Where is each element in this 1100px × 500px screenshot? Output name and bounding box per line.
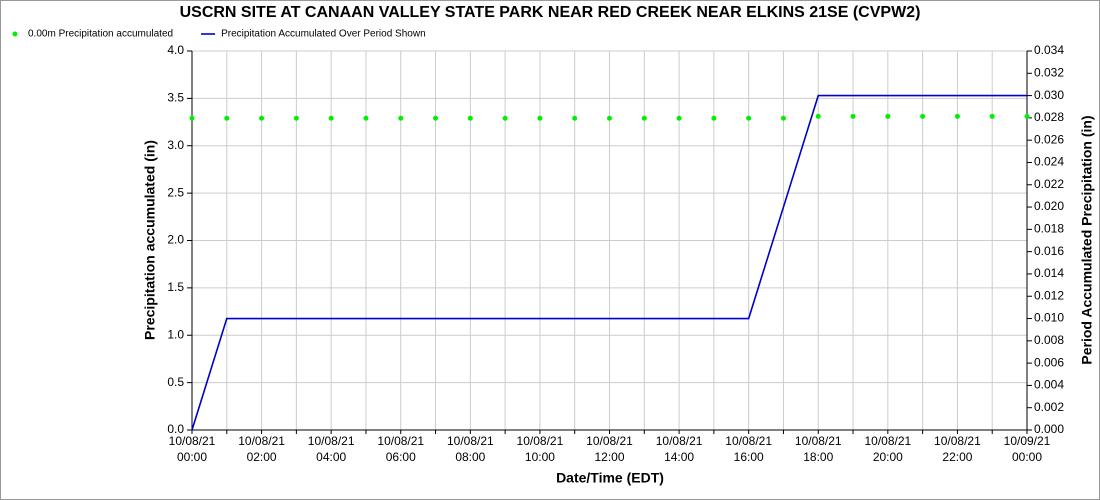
y2-axis-title: Period Accumulated Precipitation (in) [1079,115,1095,364]
data-point [328,115,334,121]
y2-tick-label: 0.006 [1034,355,1064,369]
x-tick-label: 10/08/21 10:00 [517,434,564,464]
y2-tick-label: 0.014 [1034,266,1064,280]
data-point [746,115,752,121]
data-point [293,115,299,121]
y2-tick-label: 0.024 [1034,155,1064,169]
y2-tick-label: 0.034 [1034,43,1064,57]
y2-tick-label: 0.008 [1034,333,1064,347]
legend-marker [12,31,18,37]
y2-tick-label: 0.004 [1034,378,1064,392]
y2-tick-label: 0.012 [1034,288,1064,302]
y2-tick-label: 0.020 [1034,199,1064,213]
y2-tick-label: 0.022 [1034,177,1064,191]
data-point [259,115,265,121]
data-point [502,115,508,121]
x-tick-label: 10/08/21 00:00 [169,434,216,464]
data-point [607,115,612,121]
y-axis-title: Precipitation accumulated (in) [142,140,158,340]
y-tick-label: 4.0 [167,43,184,57]
data-point [398,115,404,121]
data-point [641,115,647,121]
data-point [572,115,578,121]
chart-title: USCRN SITE AT CANAAN VALLEY STATE PARK N… [180,4,921,21]
data-point [1024,113,1030,119]
data-point [780,115,786,121]
y2-tick-label: 0.032 [1034,65,1064,79]
data-point [711,115,717,121]
x-tick-label: 10/08/21 12:00 [586,434,633,464]
y-tick-label: 3.5 [167,91,184,105]
y-tick-label: 2.5 [167,185,184,199]
data-point [920,113,926,119]
data-point [189,115,195,121]
data-point [850,113,856,119]
x-axis-title: Date/Time (EDT) [556,470,664,486]
x-tick-label: 10/08/21 06:00 [377,434,424,464]
y2-tick-label: 0.026 [1034,132,1064,146]
data-point [676,115,682,121]
x-tick-label: 10/08/21 14:00 [656,434,703,464]
y2-tick-label: 0.002 [1034,400,1064,414]
y-tick-label: 1.5 [167,280,184,294]
data-point [954,113,960,119]
x-tick-label: 10/08/21 20:00 [864,434,911,464]
legend-label: 0.00m Precipitation accumulated [28,29,173,40]
data-point [537,115,543,121]
y-tick-label: 0.0 [167,422,184,436]
y-tick-label: 2.0 [167,233,184,247]
legend-label: Precipitation Accumulated Over Period Sh… [221,29,426,40]
y2-tick-label: 0.016 [1034,244,1064,258]
x-tick-label: 10/08/21 02:00 [238,434,285,464]
data-point [815,113,821,119]
y2-tick-label: 0.000 [1034,422,1064,436]
x-tick-label: 10/08/21 16:00 [725,434,772,464]
y2-tick-label: 0.010 [1034,311,1064,325]
data-line [191,94,1027,431]
data-point [433,115,439,121]
y2-tick-label: 0.018 [1034,222,1064,236]
x-tick-label: 10/09/21 00:00 [1004,434,1051,464]
data-point [989,113,995,119]
y-tick-label: 1.0 [167,327,184,341]
data-point [467,115,473,121]
data-point [363,115,369,121]
x-tick-label: 10/08/21 08:00 [447,434,494,464]
x-tick-label: 10/08/21 22:00 [934,434,981,464]
y-tick-label: 0.5 [167,375,184,389]
data-point [885,113,891,119]
data-point [224,115,230,121]
x-tick-label: 10/08/21 18:00 [795,434,842,464]
y2-tick-label: 0.030 [1034,88,1064,102]
x-tick-label: 10/08/21 04:00 [308,434,355,464]
y2-tick-label: 0.028 [1034,110,1064,124]
y-tick-label: 3.0 [167,138,184,152]
